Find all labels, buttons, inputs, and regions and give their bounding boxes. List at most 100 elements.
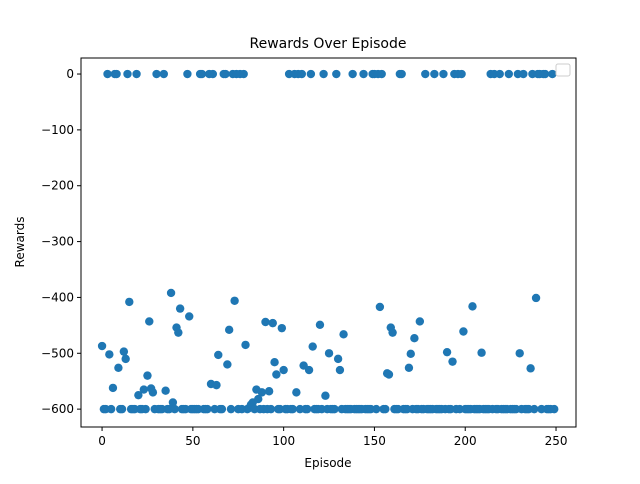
point: [268, 318, 277, 328]
y-tick-label: −100: [41, 123, 74, 137]
point: [277, 323, 287, 333]
x-tick-label: 100: [272, 434, 295, 448]
point: [134, 390, 143, 400]
point: [459, 327, 468, 336]
legend: [555, 63, 571, 77]
point: [197, 69, 207, 79]
point: [214, 350, 223, 360]
point: [315, 320, 325, 329]
point: [477, 348, 486, 357]
point: [332, 69, 341, 79]
point: [324, 349, 334, 358]
point: [257, 388, 267, 397]
plot-frame: [80, 57, 577, 428]
x-tick-label: 50: [185, 434, 200, 448]
point: [254, 394, 263, 404]
point: [292, 388, 301, 397]
point: [174, 328, 183, 337]
point: [148, 388, 158, 397]
x-tick-label: 200: [454, 434, 477, 448]
point: [108, 383, 118, 393]
point: [335, 365, 345, 375]
point: [330, 404, 339, 414]
y-tick-label: −600: [41, 402, 74, 416]
point: [106, 404, 116, 414]
point: [105, 350, 114, 359]
point: [308, 342, 317, 351]
point: [224, 325, 234, 335]
point: [139, 385, 149, 394]
point: [103, 69, 112, 79]
point: [381, 404, 390, 414]
point: [321, 391, 330, 400]
point: [272, 370, 281, 379]
point: [261, 317, 270, 327]
point: [168, 398, 178, 407]
point: [550, 404, 559, 414]
point: [114, 363, 123, 372]
point: [540, 69, 550, 79]
y-tick-label: 0: [66, 67, 74, 81]
point: [372, 404, 381, 414]
x-tick-label: 150: [363, 434, 386, 448]
point: [415, 317, 425, 326]
point: [439, 69, 448, 79]
point: [457, 69, 466, 79]
x-tick-label: 0: [98, 434, 106, 448]
point: [203, 404, 212, 414]
point: [121, 354, 130, 364]
point: [339, 330, 348, 339]
point: [442, 347, 452, 357]
point: [166, 288, 176, 298]
point: [159, 69, 169, 79]
y-axis-label: Rewards: [13, 217, 27, 268]
point: [279, 365, 288, 375]
x-tick-label: 250: [545, 434, 568, 448]
point: [217, 404, 227, 414]
point: [119, 347, 129, 356]
point: [348, 69, 357, 79]
point: [270, 358, 279, 367]
point: [384, 370, 394, 379]
point: [448, 357, 457, 366]
y-tick-label: −400: [41, 290, 74, 304]
y-tick-label: −200: [41, 179, 74, 193]
point: [359, 69, 368, 79]
point: [145, 317, 154, 326]
point: [170, 404, 179, 414]
point: [117, 404, 127, 414]
point: [132, 69, 141, 79]
point: [221, 69, 230, 79]
point: [388, 328, 397, 337]
x-axis-label: Episode: [304, 456, 351, 470]
point: [143, 371, 152, 380]
point: [241, 340, 250, 350]
point: [333, 354, 343, 364]
point: [375, 302, 385, 312]
point: [548, 69, 557, 79]
point: [421, 69, 430, 79]
point: [306, 69, 316, 79]
point: [223, 360, 232, 369]
point: [112, 69, 121, 79]
point: [404, 363, 414, 372]
point: [183, 69, 192, 79]
y-tick-label: −300: [41, 235, 74, 249]
point: [161, 386, 170, 395]
point: [230, 296, 239, 305]
point: [266, 404, 276, 414]
point: [303, 404, 312, 414]
point: [519, 69, 528, 79]
point: [288, 404, 297, 414]
y-tick-label: −500: [41, 346, 74, 360]
chart-title: Rewards Over Episode: [250, 36, 407, 52]
point: [297, 69, 307, 79]
point: [141, 404, 150, 414]
point: [526, 364, 535, 373]
point: [530, 404, 539, 414]
point: [185, 312, 194, 321]
point: [226, 404, 236, 414]
point: [212, 380, 221, 390]
point: [410, 333, 419, 343]
